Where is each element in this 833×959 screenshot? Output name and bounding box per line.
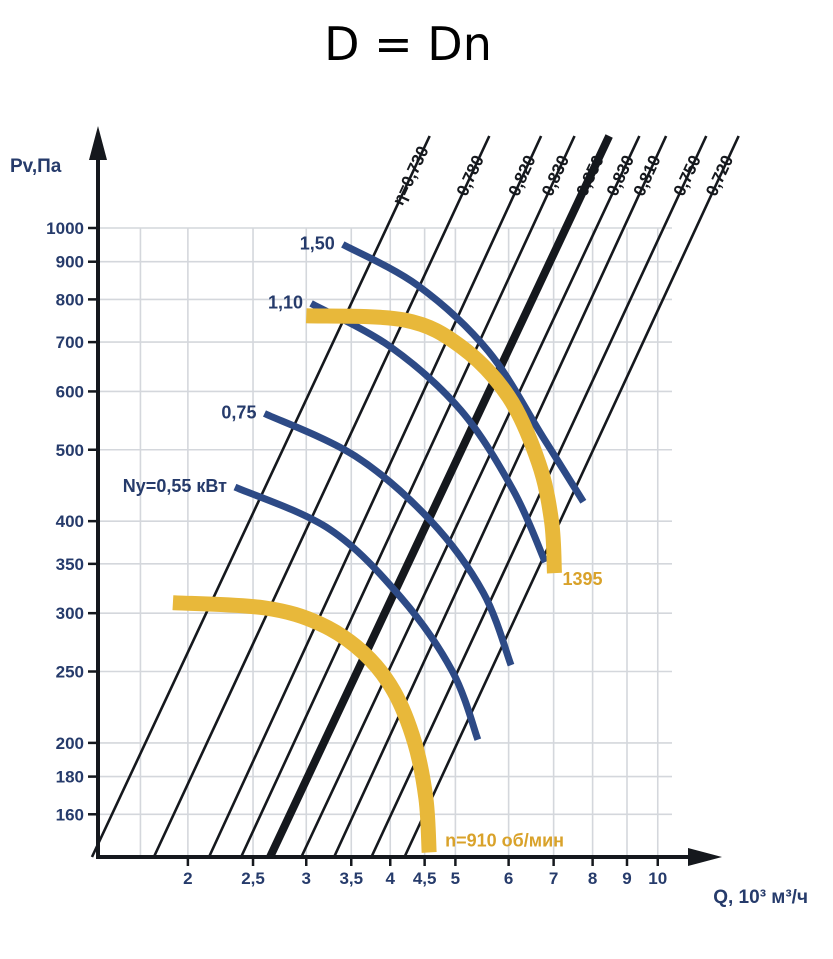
y-tick-label: 700 xyxy=(56,333,84,352)
speed-curve xyxy=(172,595,437,853)
efficiency-line xyxy=(207,135,543,858)
y-tick-label: 180 xyxy=(56,768,84,787)
power-curve xyxy=(233,483,482,741)
x-tick-label: 9 xyxy=(622,869,631,888)
x-tick-label: 3,5 xyxy=(339,869,363,888)
efficiency-line xyxy=(403,135,740,858)
y-tick-label: 1000 xyxy=(46,219,84,238)
power-curve xyxy=(309,300,549,564)
efficiency-label: 0,820 xyxy=(505,152,540,199)
y-tick-label: 300 xyxy=(56,604,84,623)
y-tick-label: 900 xyxy=(56,253,84,272)
efficiency-label: 0,720 xyxy=(702,152,737,199)
power-curve xyxy=(262,410,515,667)
power-curve xyxy=(341,241,587,504)
x-tick-label: 6 xyxy=(504,869,513,888)
y-tick-label: 160 xyxy=(56,805,84,824)
x-tick-label: 5 xyxy=(451,869,460,888)
axes xyxy=(89,126,722,866)
x-tick-label: 10 xyxy=(648,869,667,888)
power-curve-label: Ny=0,55 кВт xyxy=(123,476,227,496)
performance-curves xyxy=(172,241,587,853)
x-tick-label: 7 xyxy=(549,869,558,888)
y-axis-arrow xyxy=(89,126,107,160)
x-tick-label: 8 xyxy=(588,869,597,888)
efficiency-line xyxy=(300,135,641,858)
y-axis-label: Pv,Па xyxy=(10,156,62,177)
efficiency-label: 0,750 xyxy=(670,152,705,199)
efficiency-label: 0,830 xyxy=(538,152,573,199)
efficiency-line xyxy=(332,135,668,858)
y-tick-label: 350 xyxy=(56,555,84,574)
efficiency-label: η=0,730 xyxy=(389,143,433,208)
power-curve-label: 1,50 xyxy=(300,233,335,253)
x-tick-label: 2,5 xyxy=(241,869,265,888)
chart-title: D = Dn xyxy=(324,17,492,71)
y-tick-label: 200 xyxy=(56,734,84,753)
efficiency-line xyxy=(266,134,613,859)
x-tick-label: 4,5 xyxy=(413,869,437,888)
efficiency-label: 0,850 xyxy=(573,152,608,199)
y-tick-label: 600 xyxy=(56,382,84,401)
x-tick-label: 3 xyxy=(302,869,311,888)
speed-curve xyxy=(305,308,562,574)
power-curve-label: 1,10 xyxy=(268,292,303,312)
efficiency-label: 0,780 xyxy=(453,152,488,199)
y-tick-label: 800 xyxy=(56,290,84,309)
efficiency-line xyxy=(152,135,491,858)
efficiency-line xyxy=(370,135,708,858)
y-tick-label: 250 xyxy=(56,663,84,682)
tick-labels: 160 180 200 250 300 350 400 500 600 700 800 900 1000… xyxy=(10,156,808,908)
x-axis-label: Q, 10³ м³/ч xyxy=(713,887,808,908)
power-curve-label: 0,75 xyxy=(221,402,256,422)
speed-curve-label: n=910 об/мин xyxy=(445,830,564,850)
x-axis-arrow xyxy=(688,848,722,866)
speed-curve-label: 1395 xyxy=(562,569,602,589)
y-tick-label: 500 xyxy=(56,441,84,460)
x-tick-label: 2 xyxy=(183,869,192,888)
x-tick-label: 4 xyxy=(386,869,396,888)
y-tick-label: 400 xyxy=(56,512,84,531)
